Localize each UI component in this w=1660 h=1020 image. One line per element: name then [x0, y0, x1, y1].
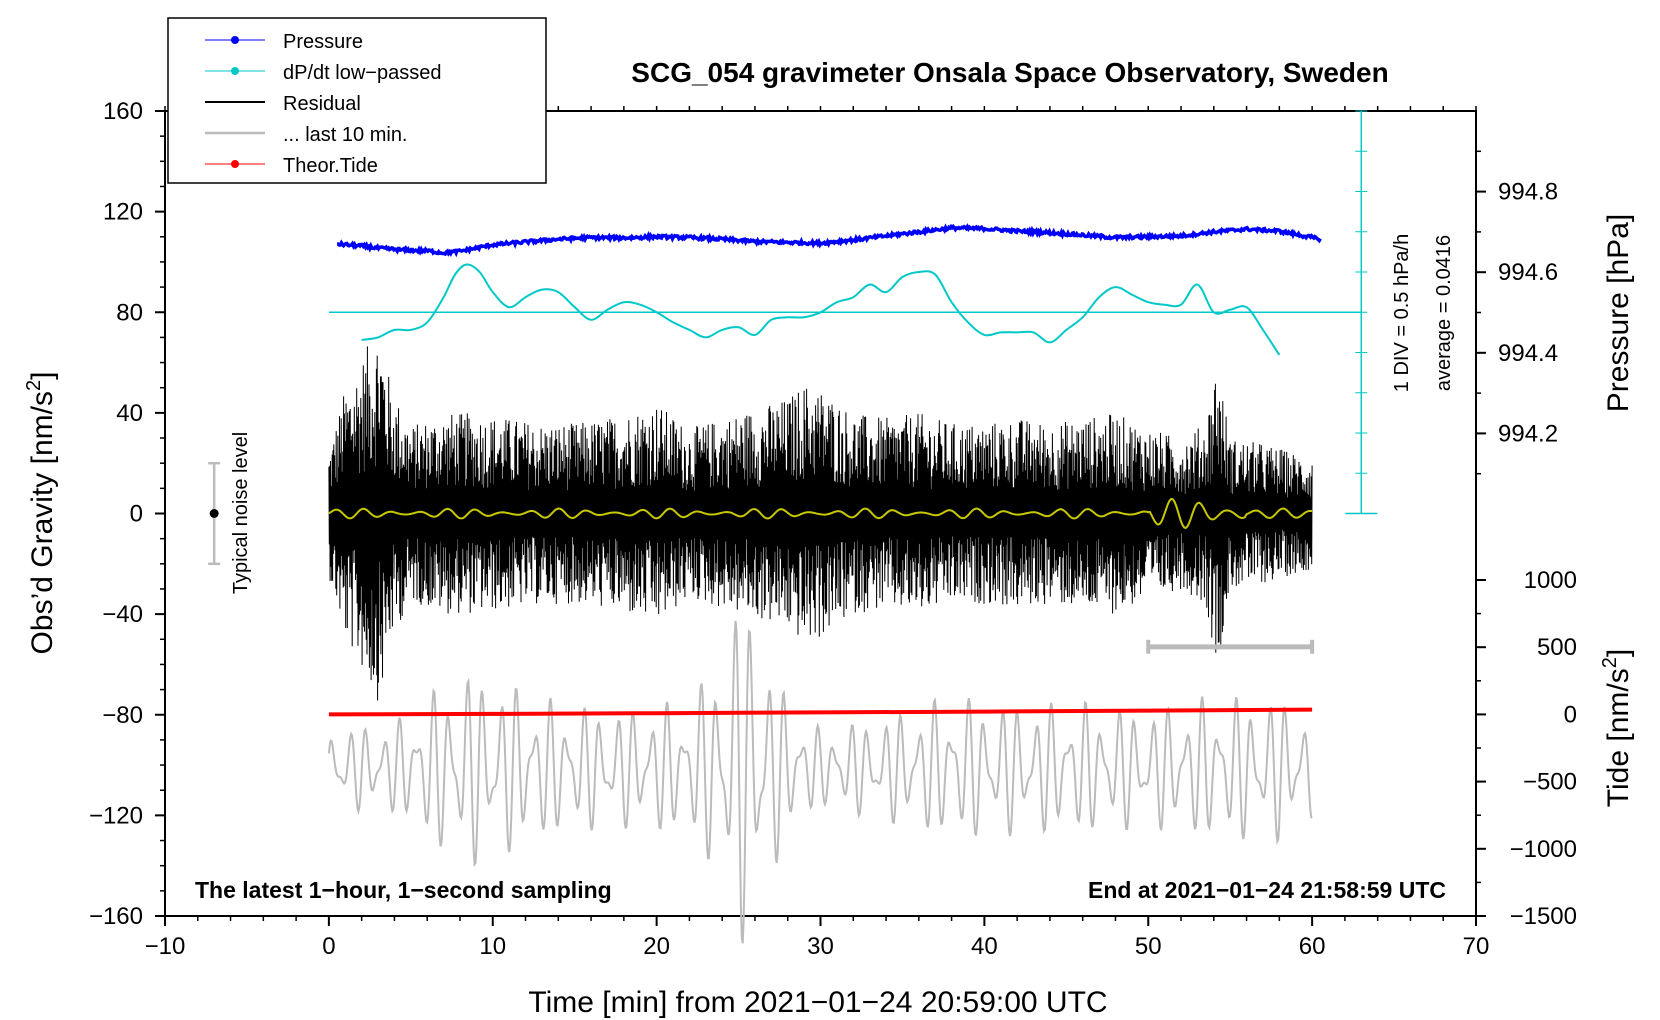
x-tick-label: 30 — [807, 933, 834, 960]
noise-level-dot — [209, 509, 219, 518]
y-tick-label: 40 — [116, 400, 143, 427]
tide-tick-label: −1500 — [1510, 903, 1577, 930]
y-axis-title-gravity-sup: 2 — [23, 380, 45, 391]
x-tick-label: 60 — [1299, 933, 1326, 960]
series-theoretical-tide — [328, 707, 1313, 717]
legend-marker-pressure — [231, 36, 239, 44]
x-tick-label: 40 — [971, 933, 998, 960]
pressure-tick-label: 994.2 — [1498, 420, 1558, 447]
x-tick-label: 0 — [322, 933, 335, 960]
legend-marker-dpdt — [231, 67, 239, 75]
y-axis-title-tide-main: Tide [nm/s — [1602, 668, 1635, 807]
chart-title: SCG_054 gravimeter Onsala Space Observat… — [631, 57, 1388, 88]
legend-label-residual: Residual — [283, 93, 361, 115]
x-tick-label: −10 — [145, 933, 186, 960]
legend-entry-last10: ... last 10 min. — [205, 124, 408, 146]
legend-entry-dpdt: dP/dt low−passed — [205, 62, 441, 84]
y-tick-label: 80 — [116, 299, 143, 326]
x-tick-label: 70 — [1463, 933, 1490, 960]
y-axis-title-pressure: Pressure [hPa] — [1602, 214, 1635, 412]
y-tick-label: 160 — [103, 98, 143, 125]
x-axis-title: Time [min] from 2021−01−24 20:59:00 UTC — [528, 986, 1107, 1019]
legend-label-last10: ... last 10 min. — [283, 124, 408, 146]
y-tick-label: −160 — [89, 903, 143, 930]
end-time-note: End at 2021−01−24 21:58:59 UTC — [1088, 877, 1446, 903]
legend-label-dpdt: dP/dt low−passed — [283, 62, 441, 84]
legend-label-tide: Theor.Tide — [283, 155, 378, 177]
legend-entry-pressure: Pressure — [205, 31, 363, 53]
tide-tick-label: −1000 — [1510, 836, 1577, 863]
y-axis-title-tide-end: ] — [1602, 649, 1635, 657]
y-axis-title-tide: Tide [nm/s2] — [1599, 649, 1635, 807]
axes-layer: −10 0 10 20 30 40 50 60 70 160 120 80 40 0 −40 −80 −120 −… — [89, 98, 1577, 960]
legend: Pressure dP/dt low−passed Residual ... l… — [167, 17, 547, 184]
y-axis-title-gravity-end: ] — [26, 372, 59, 380]
tide-tick-label: −500 — [1523, 769, 1577, 796]
y-tick-label: 0 — [130, 501, 143, 528]
y-tick-label: −40 — [102, 601, 143, 628]
y-tick-label: −120 — [89, 802, 143, 829]
tide-tick-label: 0 — [1564, 701, 1577, 728]
series-dpdt-lowpassed — [361, 263, 1281, 356]
tide-tick-label: 500 — [1537, 634, 1577, 661]
y-axis-title-tide-sup: 2 — [1599, 657, 1621, 668]
series-layer — [327, 223, 1362, 944]
series-residual — [328, 346, 1313, 701]
x-tick-label: 20 — [643, 933, 670, 960]
legend-marker-tide — [231, 160, 239, 168]
legend-entry-residual: Residual — [205, 93, 361, 115]
dpdt-average-label: average = 0.0416 — [1433, 235, 1455, 391]
series-residual-lowpass — [328, 497, 1313, 529]
legend-label-pressure: Pressure — [283, 31, 363, 53]
y-axis-title-gravity: Obs’d Gravity [nm/s2] — [23, 372, 59, 655]
pressure-tick-label: 994.4 — [1498, 340, 1558, 367]
y-tick-label: 120 — [103, 199, 143, 226]
x-tick-label: 10 — [479, 933, 506, 960]
sampling-note: The latest 1−hour, 1−second sampling — [195, 877, 612, 903]
pressure-tick-label: 994.8 — [1498, 179, 1558, 206]
y-axis-title-gravity-main: Obs’d Gravity [nm/s — [26, 391, 59, 654]
x-tick-label: 50 — [1135, 933, 1162, 960]
series-pressure — [336, 223, 1322, 258]
y-tick-label: −80 — [102, 702, 143, 729]
tide-tick-label: 1000 — [1524, 567, 1577, 594]
legend-entry-tide: Theor.Tide — [205, 155, 378, 177]
legend-box — [167, 17, 547, 184]
dpdt-scale-label: 1 DIV = 0.5 hPa/h — [1391, 234, 1413, 392]
series-last10-min — [327, 620, 1313, 944]
noise-level-label: Typical noise level — [230, 432, 252, 594]
pressure-tick-label: 994.6 — [1498, 259, 1558, 286]
